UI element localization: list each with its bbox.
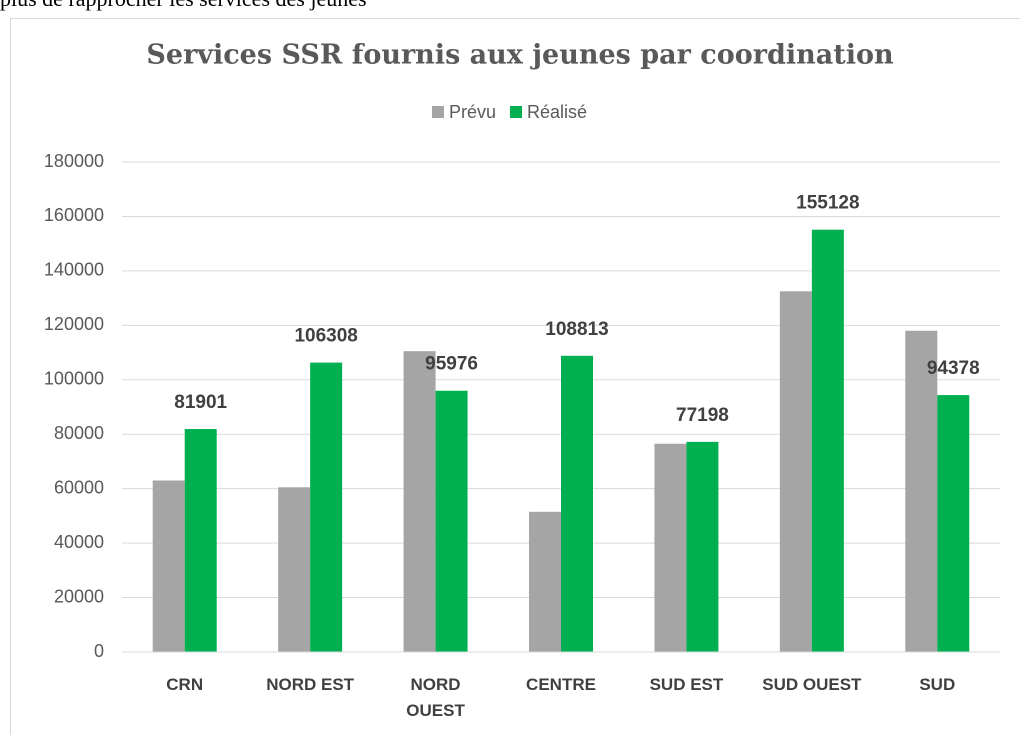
y-tick-label: 120000 [44,314,104,334]
data-label: 106308 [294,326,357,347]
x-tick-label: CRN [166,675,204,694]
bar [905,330,938,652]
x-tick-label: NORD OUEST [406,675,465,720]
x-tick-label: NORD EST [266,675,355,694]
bar [435,390,468,652]
legend-label: Réalisé [527,102,587,122]
y-tick-label: 100000 [44,369,104,389]
bar [937,395,970,652]
legend-swatch [432,106,444,118]
x-tick-label: SUD OUEST [762,675,862,694]
y-tick-label: 80000 [54,423,104,443]
x-tick-label: CENTRE [526,675,596,694]
y-tick-label: 160000 [44,205,104,225]
bar [184,429,217,652]
data-label: 108813 [545,319,608,340]
data-label: 77198 [676,405,729,426]
data-label: 81901 [174,392,227,413]
bar [529,511,561,652]
data-label: 94378 [927,358,980,379]
y-tick-label: 0 [94,641,104,661]
bar [310,362,343,652]
x-tick-label: SUD [919,675,956,694]
legend-swatch [510,106,523,118]
bar [278,487,311,652]
y-tick-label: 60000 [54,477,104,497]
chart-title: Services SSR fournis aux jeunes par coor… [146,40,894,71]
data-label: 155128 [796,193,859,214]
chart-frame [10,18,1020,735]
y-tick-label: 40000 [54,532,104,552]
document-text: plus de rapprocher les services des jeun… [0,0,367,12]
bar [152,480,185,652]
x-tick-label: SUD EST [649,675,724,694]
bar [811,229,844,653]
bar [403,351,436,652]
bar [561,355,593,652]
bar [686,441,719,652]
legend-label: Prévu [449,102,496,122]
bar [654,443,687,652]
data-label: 95976 [425,354,478,375]
y-tick-label: 20000 [54,586,104,606]
bar [779,291,812,652]
y-tick-label: 140000 [44,260,104,280]
y-tick-label: 180000 [44,151,104,171]
